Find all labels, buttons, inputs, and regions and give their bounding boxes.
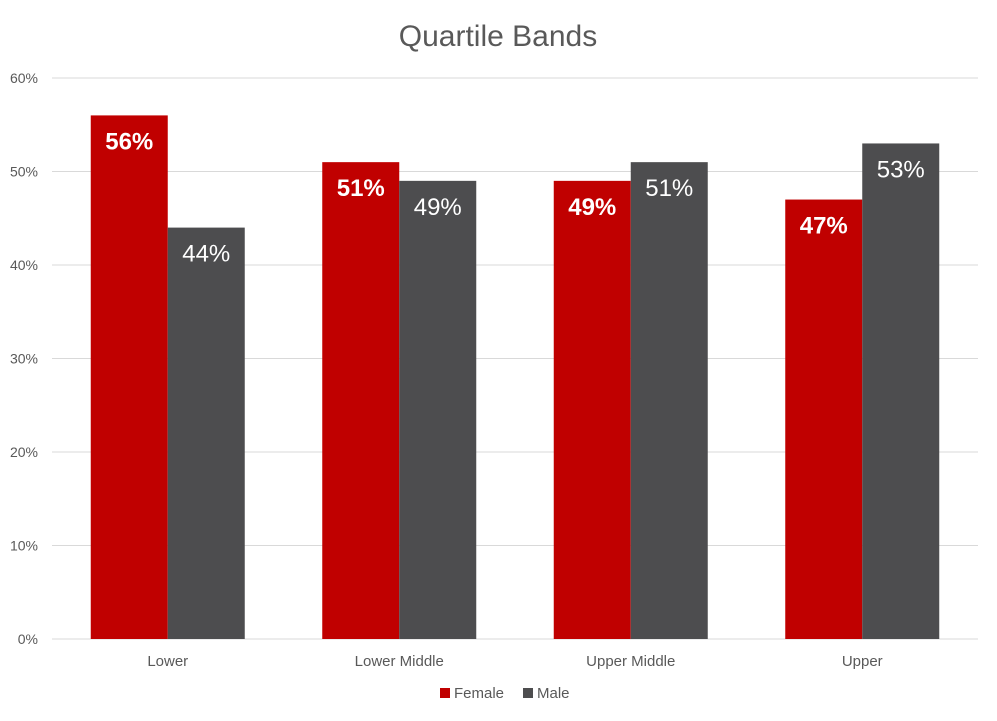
y-tick-label: 60%	[10, 70, 38, 86]
bar-male	[630, 162, 708, 639]
bar-male	[862, 143, 940, 639]
y-tick-label: 0%	[18, 631, 38, 647]
legend: Female Male	[440, 685, 570, 702]
legend-swatch-female	[440, 688, 450, 698]
x-axis-category-labels: Lower Lower Middle Upper Middle Upper	[147, 653, 882, 670]
data-labels: 56% 44% 51% 49% 49% 51% 47% 53%	[105, 128, 925, 267]
data-label-male: 49%	[414, 194, 462, 221]
y-tick-label: 40%	[10, 257, 38, 273]
data-label-female: 49%	[568, 194, 616, 221]
bar-male	[399, 180, 477, 639]
y-tick-label: 20%	[10, 444, 38, 460]
bar-female	[785, 199, 863, 640]
legend-label-female: Female	[454, 685, 504, 702]
bar-female	[322, 162, 400, 639]
x-category-label: Upper	[842, 653, 883, 670]
data-label-female: 51%	[337, 175, 385, 202]
bar-male	[167, 227, 245, 639]
y-tick-label: 50%	[10, 164, 38, 180]
data-label-male: 53%	[877, 156, 925, 183]
data-label-female: 47%	[800, 213, 848, 240]
data-label-male: 44%	[182, 241, 230, 268]
legend-swatch-male	[523, 688, 533, 698]
y-tick-label: 30%	[10, 351, 38, 367]
data-label-male: 51%	[645, 175, 693, 202]
x-category-label: Upper Middle	[586, 653, 675, 670]
bar-female	[90, 115, 168, 639]
data-label-female: 56%	[105, 128, 153, 155]
bar-female	[553, 180, 631, 639]
y-axis-tick-labels: 0% 10% 20% 30% 40% 50% 60%	[10, 70, 38, 647]
bars	[90, 115, 940, 640]
y-tick-label: 10%	[10, 538, 38, 554]
chart-title: Quartile Bands	[399, 20, 597, 53]
x-category-label: Lower	[147, 653, 188, 670]
legend-label-male: Male	[537, 685, 570, 702]
x-category-label: Lower Middle	[355, 653, 444, 670]
